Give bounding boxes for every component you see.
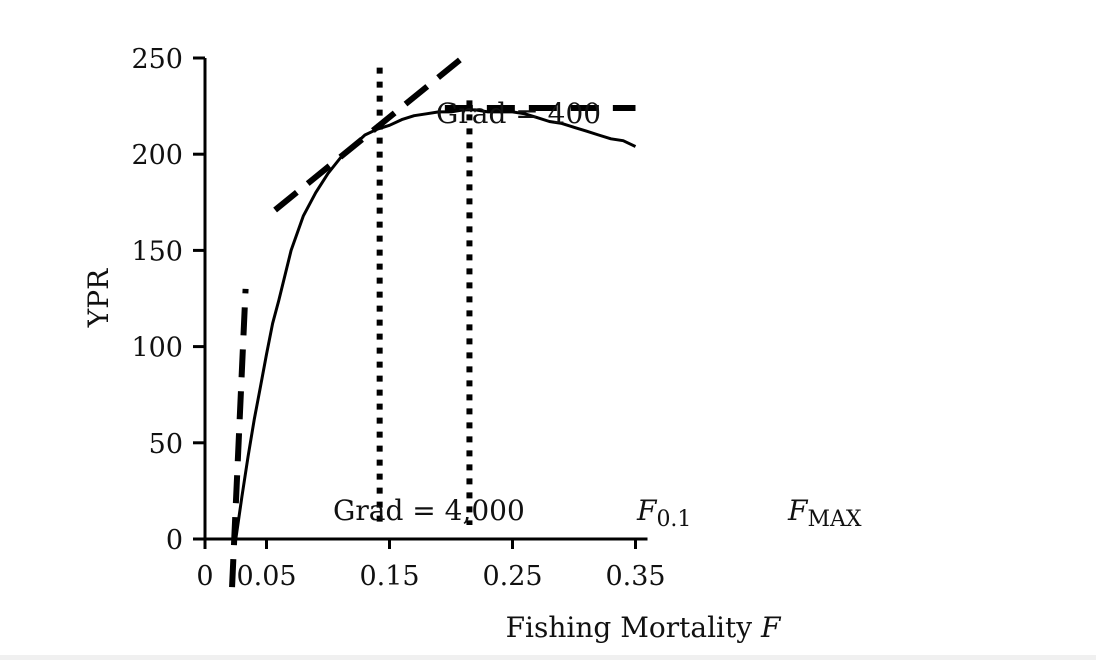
x-tick-label: 0.05 <box>236 561 296 592</box>
reference-label-subscript: 0.1 <box>656 507 691 532</box>
ypr-curve <box>234 108 637 540</box>
reference-line-label-1: F0.1 <box>636 494 691 532</box>
y-tick-label: 0 <box>166 525 183 556</box>
x-axis-title-text: Fishing Mortality <box>506 611 753 644</box>
axes <box>193 58 648 549</box>
x-tick-label: 0.15 <box>359 561 419 592</box>
y-tick-label: 250 <box>131 44 183 75</box>
x-axis-title-var: F <box>760 611 782 644</box>
tangent-line-1 <box>229 288 249 588</box>
x-tick-label: 0.35 <box>605 561 665 592</box>
x-axis-title: Fishing Mortality F <box>506 611 782 644</box>
annotation-grad-400: Grad = 400 <box>436 97 601 130</box>
annotation-grad-4000: Grad = 4,000 <box>333 494 525 527</box>
y-tick-label: 50 <box>149 429 183 460</box>
x-tick-label: 0.25 <box>482 561 542 592</box>
y-tick-label: 150 <box>131 236 183 267</box>
bottom-band <box>0 655 1096 660</box>
reference-label-var: F <box>636 494 658 527</box>
reference-line-label-2: FMAX <box>787 494 862 532</box>
ticks: 0 50 100 150 200 250 0 0.05 0.15 0.25 0.35 <box>131 44 665 592</box>
y-tick-label: 100 <box>131 333 183 364</box>
y-axis-title: YPR <box>82 268 115 328</box>
y-tick-label: 200 <box>131 140 183 171</box>
reference-label-var: F <box>787 494 809 527</box>
tangent-line-2 <box>273 51 469 213</box>
x-tick-label: 0 <box>196 561 213 592</box>
data-lines <box>229 51 637 588</box>
reference-label-subscript: MAX <box>807 507 861 532</box>
